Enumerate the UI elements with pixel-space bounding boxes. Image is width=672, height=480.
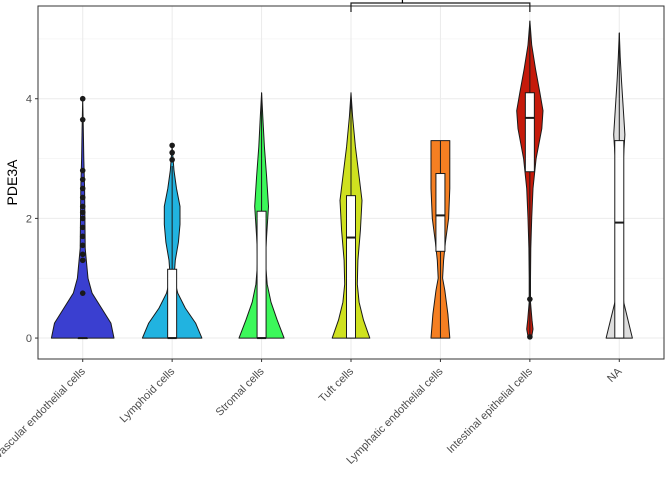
significance-label: p < 2.22e-16 — [401, 0, 480, 3]
outlier-point — [79, 203, 86, 210]
outlier-point — [79, 167, 86, 174]
outlier-point — [79, 185, 86, 192]
outlier-point — [527, 296, 533, 302]
outlier-point — [79, 215, 86, 222]
outlier-point — [79, 242, 86, 249]
outlier-point — [79, 116, 86, 123]
outlier-point — [527, 334, 533, 340]
box-lymphoid-cells — [167, 268, 178, 339]
outlier-point — [79, 95, 86, 102]
y-tick-label: 4 — [26, 94, 32, 106]
outlier-point — [169, 149, 175, 156]
outlier-points — [79, 95, 533, 340]
boxplots — [77, 20, 625, 340]
outlier-point — [79, 233, 86, 240]
y-tick-label: 0 — [26, 333, 32, 345]
box-lymphatic-endothelial-cells — [435, 173, 446, 252]
significance-bracket: p < 2.22e-16 — [350, 0, 531, 13]
outlier-point — [169, 142, 175, 149]
box-tuft-cells — [346, 195, 356, 339]
box-na — [614, 140, 625, 339]
bracket-line — [350, 2, 531, 13]
outlier-point — [79, 209, 86, 216]
y-axis-title: PDE3A — [4, 159, 20, 206]
y-tick-label: 2 — [26, 213, 32, 225]
outlier-point — [79, 194, 86, 201]
outlier-point — [79, 224, 86, 231]
outlier-point — [79, 176, 86, 183]
y-axis: 0 2 4 — [26, 94, 38, 345]
box-stromal-cells — [256, 210, 267, 339]
outlier-point — [79, 257, 86, 264]
outlier-point — [169, 156, 175, 163]
outlier-point — [79, 290, 86, 296]
box-intestinal-epithelial-cells — [524, 92, 535, 173]
outlier-point — [79, 251, 86, 258]
